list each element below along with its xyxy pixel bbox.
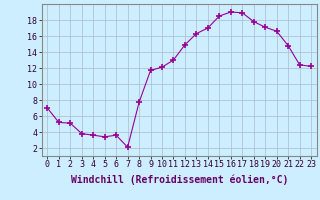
X-axis label: Windchill (Refroidissement éolien,°C): Windchill (Refroidissement éolien,°C)	[70, 175, 288, 185]
